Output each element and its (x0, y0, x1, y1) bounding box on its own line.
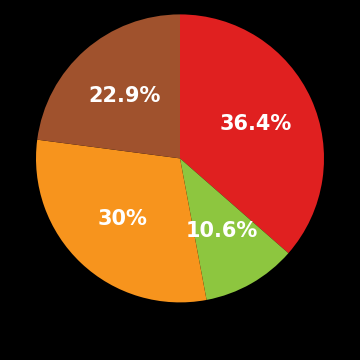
Text: 36.4%: 36.4% (220, 114, 292, 134)
Text: 10.6%: 10.6% (185, 221, 257, 241)
Text: 22.9%: 22.9% (89, 86, 161, 105)
Wedge shape (180, 158, 288, 300)
Wedge shape (37, 14, 180, 158)
Wedge shape (180, 14, 324, 253)
Wedge shape (36, 140, 207, 302)
Text: 30%: 30% (98, 209, 148, 229)
